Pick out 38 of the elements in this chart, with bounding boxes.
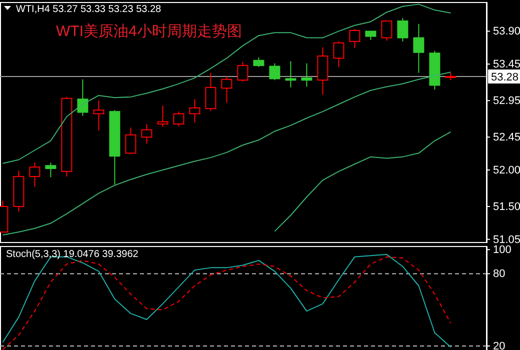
y-tick-label: 51.50 <box>493 201 520 214</box>
y-tick-label: 52.00 <box>493 164 520 176</box>
candlestick <box>301 62 312 88</box>
candlestick <box>253 57 264 68</box>
line-series <box>2 72 452 236</box>
candlestick <box>173 111 184 127</box>
candlestick <box>45 162 56 178</box>
y-tick-label: 20 <box>493 340 506 350</box>
candlestick <box>93 100 104 132</box>
candlestick <box>125 127 136 154</box>
line-series <box>274 131 452 232</box>
candlestick <box>205 72 216 112</box>
y-tick-label: 100 <box>493 244 512 256</box>
candlestick <box>141 123 152 144</box>
line-series <box>2 4 452 164</box>
candlestick <box>157 105 168 128</box>
candlestick <box>269 62 280 81</box>
candlestick <box>413 23 424 74</box>
y-tick-label: 53.90 <box>493 26 520 38</box>
candlestick <box>381 20 392 42</box>
candlestick <box>349 28 360 49</box>
candlestick <box>333 40 344 68</box>
chart-title: Stoch(5,3,3) 19.0476 39.3962 <box>6 249 139 260</box>
y-tick-label: 53.45 <box>493 58 520 71</box>
candlestick <box>285 60 296 88</box>
text: WTI美原油4小时周期走势图 <box>56 23 242 40</box>
candlestick <box>77 78 88 116</box>
chart-subtitle: WTI,H4 53.27 53.33 53.23 53.28 <box>16 4 162 15</box>
candlestick <box>221 76 232 104</box>
y-tick-label: 80 <box>493 268 506 280</box>
candlestick <box>189 98 200 123</box>
candlestick <box>397 18 408 42</box>
y-tick-label: 52.45 <box>493 132 520 144</box>
ref-line-label: 53.28 <box>491 71 519 84</box>
candlestick <box>29 162 40 188</box>
y-tick-label: 51.05 <box>493 234 520 246</box>
candlestick <box>237 61 248 82</box>
y-tick-label: 52.95 <box>493 95 520 108</box>
